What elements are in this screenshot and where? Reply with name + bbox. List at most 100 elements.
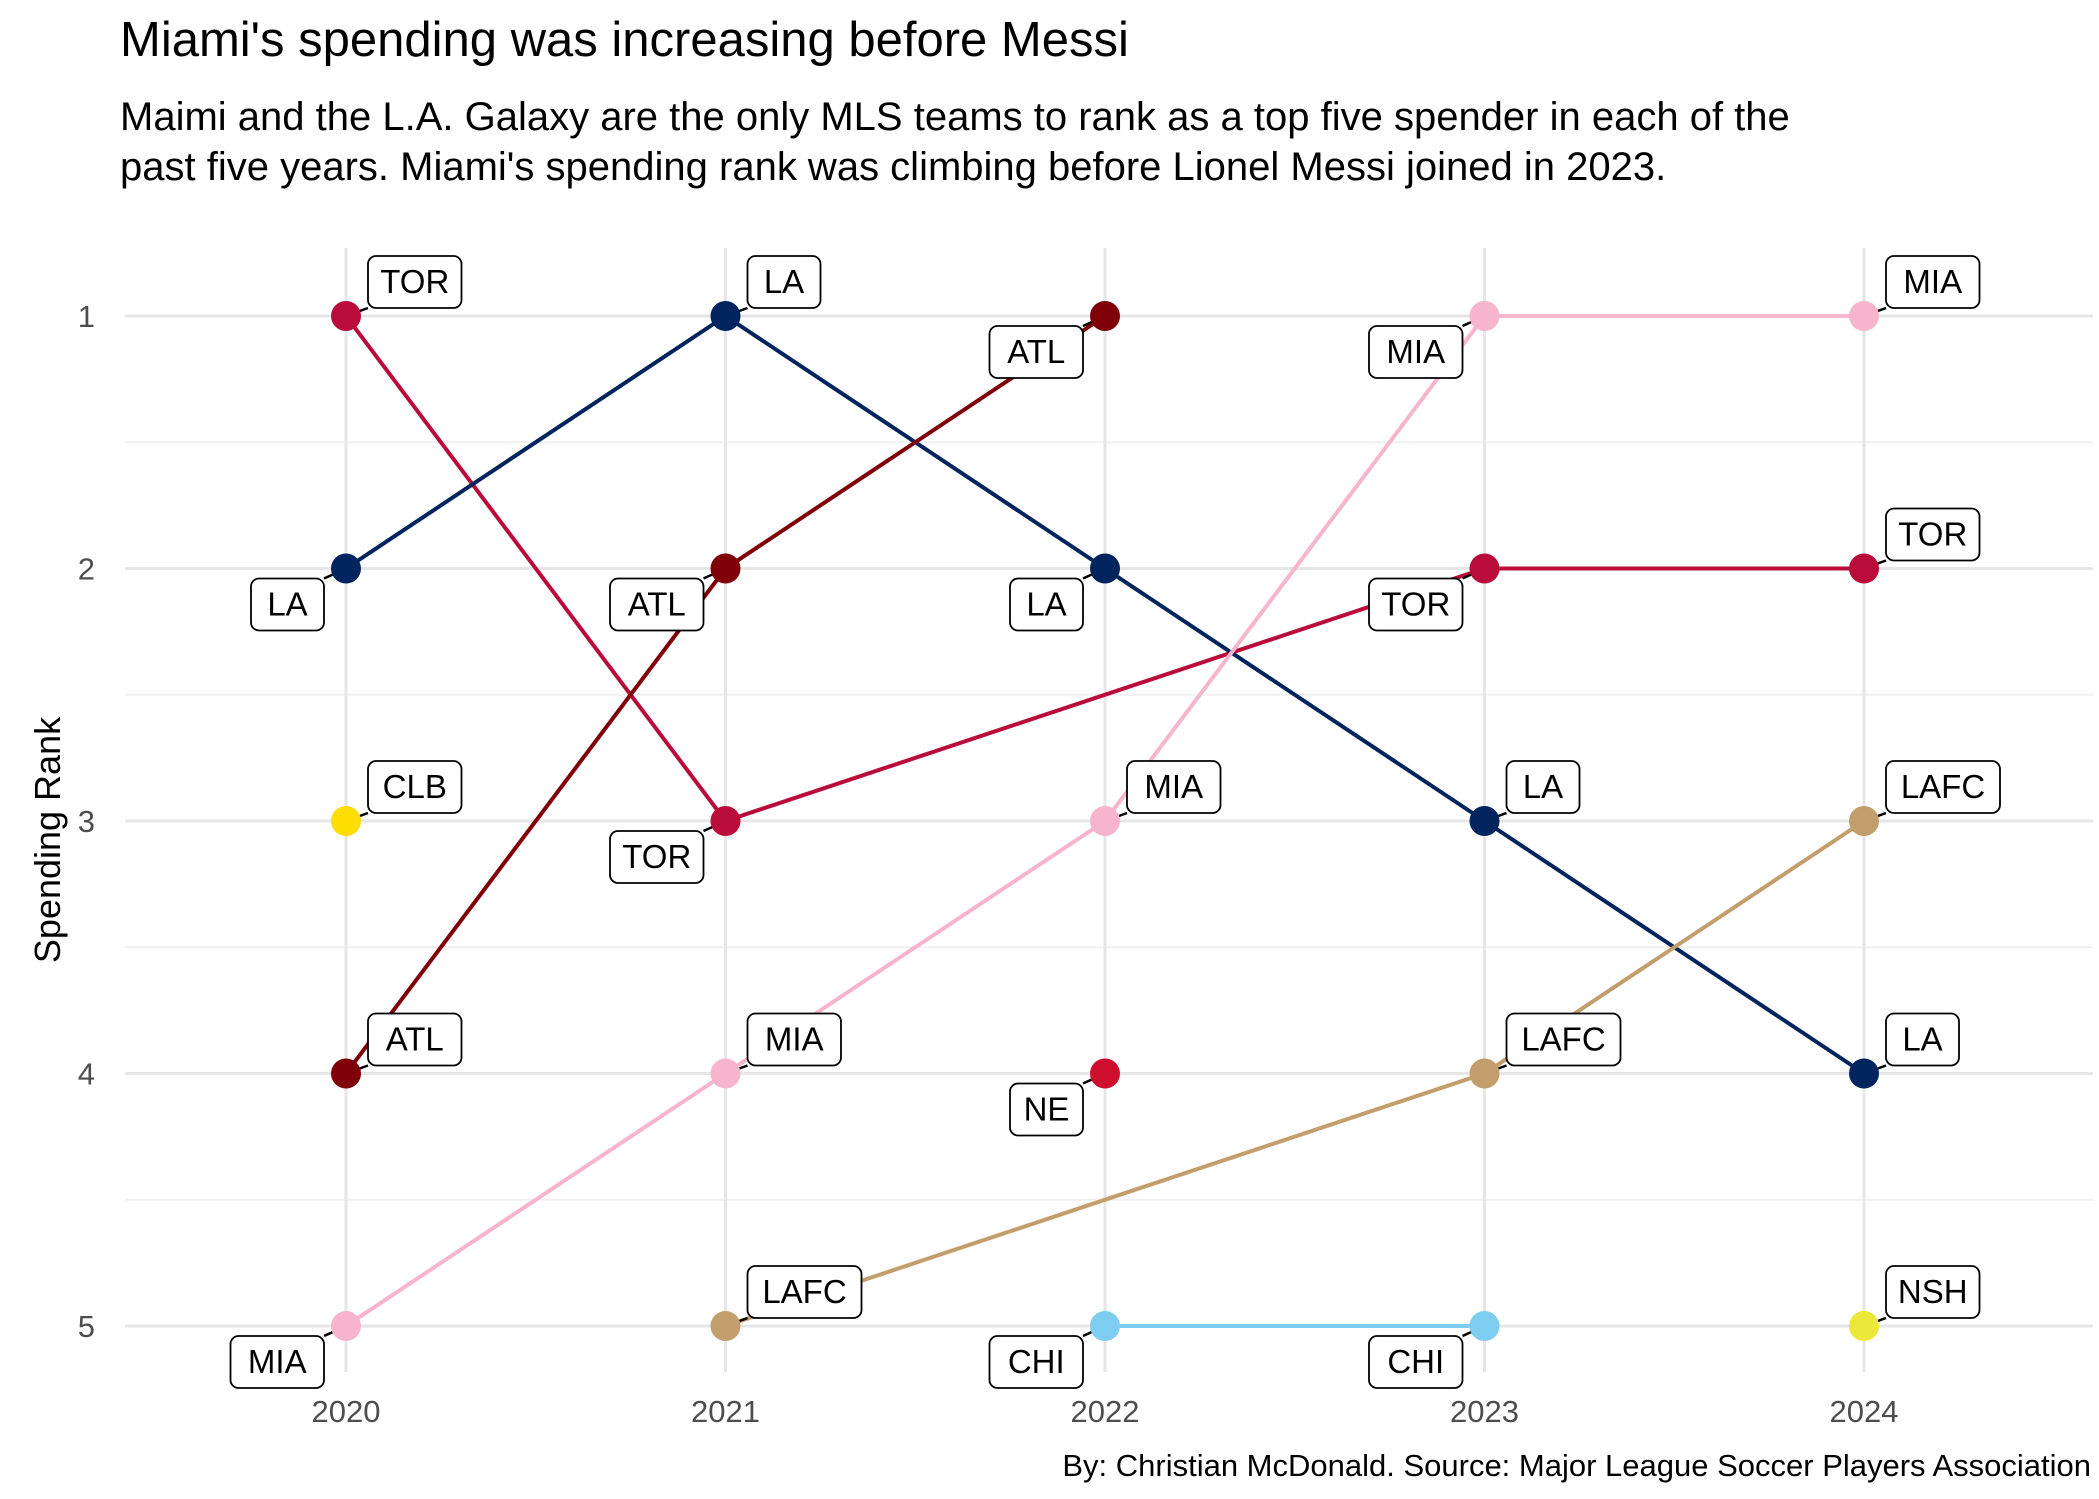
point-label-box: [250, 577, 325, 632]
point-label-box: [609, 577, 705, 632]
point-label: TOR: [1368, 577, 1464, 632]
point-label: ATL: [367, 1012, 463, 1067]
point-label: MIA: [1368, 325, 1464, 379]
point-tor-2021: [710, 806, 741, 836]
point-mia-2024: [1849, 301, 1879, 331]
point-label-box: [746, 255, 822, 309]
point-label: ATL: [988, 325, 1084, 379]
point-labels: TOR LA CLB ATL MIA LA ATL TOR MIA LAFC ATL LA MIA NE C…: [229, 255, 2001, 1389]
point-label: ATL: [609, 577, 705, 632]
point-label-text: TOR: [622, 838, 691, 875]
x-tick-label: 2023: [1450, 1394, 1519, 1429]
point-chi-2023: [1469, 1311, 1500, 1341]
point-label: LA: [250, 577, 325, 632]
point-label: MIA: [1885, 255, 1981, 309]
series-line-tor: [344, 314, 1864, 824]
point-label-text: TOR: [1898, 516, 1967, 553]
point-label-text: LA: [1026, 586, 1066, 623]
point-ne-2022: [1090, 1058, 1120, 1089]
point-label-text: CHI: [1008, 1343, 1065, 1380]
y-tick-label: 3: [78, 804, 95, 839]
y-tick-label: 4: [78, 1057, 95, 1092]
point-label-box: [1505, 760, 1581, 814]
point-label: LA: [1505, 760, 1581, 814]
point-label-box: [1126, 760, 1222, 814]
x-tick-label: 2022: [1071, 1394, 1140, 1429]
point-label: TOR: [367, 255, 463, 309]
point-label-text: LA: [267, 586, 307, 623]
point-label: MIA: [746, 1012, 842, 1067]
chart-subtitle: Maimi and the L.A. Galaxy are the only M…: [120, 95, 1790, 189]
point-label: NSH: [1885, 1265, 1981, 1319]
point-mia-2023: [1469, 301, 1500, 331]
point-atl-2020: [331, 1058, 361, 1089]
point-label-text: MIA: [248, 1343, 307, 1380]
point-label-text: LAFC: [1901, 768, 1985, 805]
point-mia-2022: [1090, 806, 1120, 836]
point-label-text: LA: [764, 263, 804, 300]
point-label-text: LAFC: [1521, 1021, 1605, 1058]
point-tor-2023: [1469, 553, 1500, 584]
point-label: CLB: [367, 760, 463, 814]
point-label-text: LAFC: [762, 1273, 846, 1310]
point-label-text: LA: [1523, 768, 1563, 805]
point-label-text: LA: [1902, 1021, 1942, 1058]
point-label-text: CLB: [383, 768, 447, 805]
point-label: CHI: [1368, 1335, 1464, 1389]
point-label-box: [746, 1265, 863, 1319]
point-label-box: [609, 830, 705, 884]
y-tick-label: 5: [78, 1309, 95, 1344]
point-label-box: [367, 255, 463, 309]
point-la-2024: [1849, 1058, 1879, 1089]
point-label-box: [367, 1012, 463, 1067]
point-la-2021: [710, 301, 741, 331]
point-label-box: [1368, 577, 1464, 632]
chart-caption: By: Christian McDonald. Source: Major Le…: [1062, 1448, 2091, 1483]
point-label: LAFC: [746, 1265, 863, 1319]
point-la-2023: [1469, 806, 1500, 836]
point-label-text: CHI: [1387, 1343, 1444, 1380]
point-tor-2020: [331, 301, 361, 331]
point-lafc-2024: [1849, 806, 1879, 836]
y-tick-label: 2: [78, 552, 95, 587]
point-label-text: TOR: [380, 263, 449, 300]
point-label-text: MIA: [1903, 263, 1962, 300]
point-label-text: TOR: [1381, 586, 1450, 623]
point-label-box: [367, 760, 463, 814]
point-label-text: ATL: [386, 1021, 444, 1058]
point-lafc-2021: [710, 1311, 741, 1341]
point-label-box: [1885, 1265, 1981, 1319]
point-label-box: [1009, 1082, 1084, 1137]
point-la-2022: [1090, 553, 1120, 584]
point-label: LA: [1885, 1012, 1960, 1067]
point-label-box: [746, 1012, 842, 1067]
y-tick-label: 1: [78, 299, 95, 334]
point-chi-2022: [1090, 1311, 1120, 1341]
point-label-box: [229, 1335, 325, 1389]
point-label-text: MIA: [765, 1021, 824, 1058]
point-label: MIA: [229, 1335, 325, 1389]
point-lafc-2023: [1469, 1058, 1500, 1089]
x-tick-label: 2020: [312, 1394, 381, 1429]
series-points: [331, 301, 1879, 1341]
point-label-text: ATL: [1007, 333, 1065, 370]
point-label-text: NE: [1024, 1091, 1070, 1128]
point-label: LAFC: [1505, 1012, 1622, 1067]
point-label-box: [1009, 577, 1084, 632]
point-label: MIA: [1126, 760, 1222, 814]
point-label-text: ATL: [628, 586, 686, 623]
point-label: TOR: [609, 830, 705, 884]
point-mia-2020: [331, 1311, 361, 1341]
point-label-text: NSH: [1898, 1273, 1968, 1310]
point-label-text: MIA: [1386, 333, 1445, 370]
point-label-box: [1885, 255, 1981, 309]
point-nsh-2024: [1849, 1311, 1879, 1341]
point-label-box: [988, 1335, 1084, 1389]
chart-title: Miami's spending was increasing before M…: [120, 13, 1129, 67]
point-label: NE: [1009, 1082, 1084, 1137]
point-label-text: MIA: [1144, 768, 1203, 805]
point-label-box: [1505, 1012, 1622, 1067]
point-label-box: [988, 325, 1084, 379]
point-label: CHI: [988, 1335, 1084, 1389]
point-label: LA: [746, 255, 822, 309]
